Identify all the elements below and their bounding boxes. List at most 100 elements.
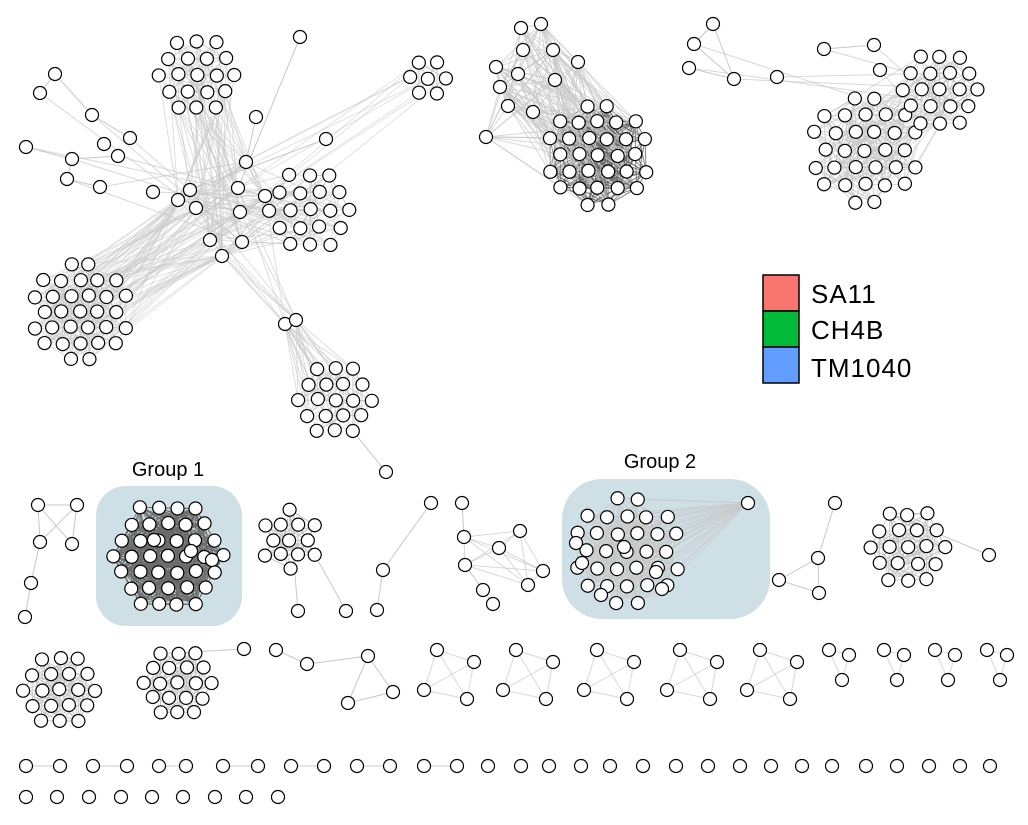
network-node: [609, 562, 625, 577]
network-node: [512, 523, 528, 539]
network-node: [208, 100, 223, 115]
network-node: [626, 654, 642, 670]
network-node: [124, 517, 139, 533]
network-node: [114, 564, 129, 579]
network-node: [145, 689, 160, 705]
network-node: [161, 690, 177, 705]
edge: [823, 48, 911, 74]
network-node: [109, 305, 124, 320]
network-node: [170, 704, 185, 720]
edge: [879, 530, 946, 548]
network-node: [628, 114, 643, 129]
network-node: [32, 85, 48, 101]
network-node: [340, 695, 356, 711]
edge: [245, 116, 257, 163]
network-node: [170, 565, 185, 581]
edge: [71, 199, 179, 297]
network-node: [303, 202, 318, 217]
network-node: [52, 758, 68, 774]
network-node: [332, 185, 347, 200]
edge: [158, 75, 179, 201]
edge: [71, 158, 241, 213]
network-node: [310, 391, 325, 407]
network-node: [858, 107, 873, 122]
network-node: [170, 675, 185, 690]
edge: [280, 509, 291, 554]
network-node: [258, 518, 273, 533]
network-node: [80, 698, 95, 713]
edge: [352, 430, 387, 473]
edge: [237, 62, 420, 189]
network-node: [576, 682, 592, 698]
network-node: [323, 237, 338, 253]
edge: [149, 523, 215, 542]
network-node: [188, 200, 204, 216]
network-node: [153, 646, 168, 661]
edge: [284, 323, 299, 401]
highlighted-node: [574, 555, 590, 571]
network-node: [73, 304, 88, 319]
network-node: [232, 204, 248, 220]
edge: [485, 23, 542, 138]
edge: [80, 241, 243, 281]
network-node: [889, 672, 905, 688]
edge: [39, 92, 243, 243]
network-node: [909, 523, 925, 538]
network-node: [281, 533, 297, 548]
edge: [195, 107, 266, 197]
edge: [904, 123, 941, 184]
edge: [870, 529, 937, 549]
network-node: [599, 510, 615, 525]
edge: [532, 111, 636, 155]
edge: [167, 58, 241, 213]
network-node: [901, 573, 916, 588]
network-node: [142, 517, 157, 532]
edge: [615, 502, 749, 604]
network-node: [827, 160, 842, 175]
network-node: [238, 154, 254, 170]
edge: [39, 504, 78, 543]
network-node: [327, 423, 342, 438]
network-node: [81, 789, 97, 805]
edge: [131, 540, 177, 558]
edge: [221, 255, 286, 325]
edge: [499, 86, 627, 140]
highlighted-node: [616, 539, 632, 555]
network-node: [152, 500, 167, 515]
edge: [125, 255, 223, 329]
network-node: [927, 642, 943, 658]
edge: [131, 507, 178, 526]
edge: [879, 546, 946, 564]
edge: [897, 529, 937, 564]
network-node: [669, 526, 684, 541]
edge: [264, 195, 311, 245]
edge: [148, 571, 215, 589]
network-node: [553, 180, 568, 195]
network-node: [307, 518, 322, 533]
network-node: [145, 184, 161, 200]
network-node: [411, 55, 426, 70]
network-node: [610, 180, 625, 196]
network-node: [782, 691, 798, 707]
network-node: [360, 648, 376, 664]
network-node: [345, 393, 361, 408]
network-node: [136, 675, 151, 690]
network-node: [553, 147, 568, 162]
network-node: [180, 580, 195, 595]
edge: [817, 502, 836, 559]
network-node: [858, 176, 873, 191]
edge: [815, 167, 856, 204]
network-node: [151, 565, 166, 580]
network-node: [141, 580, 157, 595]
network-node: [170, 501, 185, 516]
network-node: [903, 66, 918, 81]
edge: [485, 136, 588, 206]
edge: [776, 72, 951, 78]
network-node: [562, 164, 577, 179]
network-node: [178, 758, 194, 774]
network-node: [161, 51, 176, 67]
edge: [168, 91, 211, 241]
edge: [647, 502, 749, 586]
network-node: [429, 55, 445, 70]
network-node: [848, 160, 863, 175]
